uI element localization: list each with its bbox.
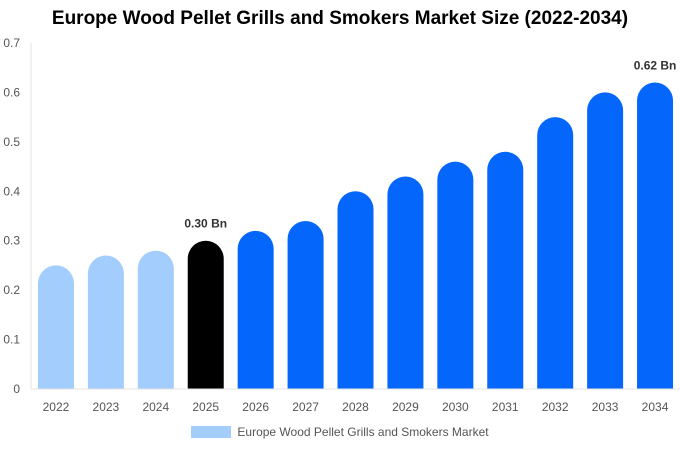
bar-2029 — [387, 176, 424, 389]
bar-2024 — [137, 250, 174, 389]
bar-2028 — [337, 191, 374, 389]
legend: Europe Wood Pellet Grills and Smokers Ma… — [0, 425, 680, 439]
x-tick-label: 2023 — [93, 400, 120, 414]
legend-label: Europe Wood Pellet Grills and Smokers Ma… — [237, 425, 489, 439]
x-tick-label: 2031 — [492, 400, 519, 414]
x-tick-label: 2029 — [392, 400, 419, 414]
bar-2032 — [537, 117, 574, 389]
y-tick-label: 0 — [13, 382, 20, 396]
y-tick-label: 0.6 — [3, 85, 20, 99]
y-axis: 0 0.1 0.2 0.3 0.4 0.5 0.6 0.7 — [3, 36, 32, 396]
bars — [37, 82, 674, 390]
x-tick-label: 2026 — [242, 400, 269, 414]
x-tick-label: 2027 — [292, 400, 319, 414]
bar-2034 — [637, 82, 674, 390]
x-tick-label: 2034 — [642, 400, 669, 414]
x-tick-label: 2033 — [592, 400, 619, 414]
y-tick-label: 0.3 — [3, 234, 20, 248]
y-tick-label: 0.5 — [3, 135, 20, 149]
y-tick-label: 0.4 — [3, 184, 20, 198]
bar-2030 — [437, 161, 474, 389]
data-labels: 0.30 Bn 0.62 Bn — [184, 59, 676, 231]
x-axis: 2022 2023 2024 2025 2026 2027 2028 2029 2030 2031… — [31, 388, 680, 414]
bar-2031 — [487, 151, 524, 389]
bar-2027 — [287, 220, 324, 389]
y-tick-label: 0.2 — [3, 283, 20, 297]
bar-2033 — [587, 92, 624, 389]
x-tick-label: 2030 — [442, 400, 469, 414]
data-label: 0.30 Bn — [184, 217, 227, 231]
data-label: 0.62 Bn — [634, 59, 677, 73]
bar-2023 — [87, 255, 124, 389]
y-tick-label: 0.7 — [3, 36, 20, 50]
chart-title: Europe Wood Pellet Grills and Smokers Ma… — [51, 8, 629, 29]
bar-2022 — [37, 265, 74, 389]
x-tick-label: 2032 — [542, 400, 569, 414]
bar-2026 — [237, 230, 274, 389]
x-tick-label: 2022 — [43, 400, 70, 414]
legend-swatch — [191, 426, 232, 438]
x-tick-label: 2028 — [342, 400, 369, 414]
x-tick-label: 2024 — [142, 400, 169, 414]
bar-2025 — [187, 240, 224, 389]
y-tick-label: 0.1 — [3, 333, 20, 347]
x-tick-label: 2025 — [192, 400, 219, 414]
